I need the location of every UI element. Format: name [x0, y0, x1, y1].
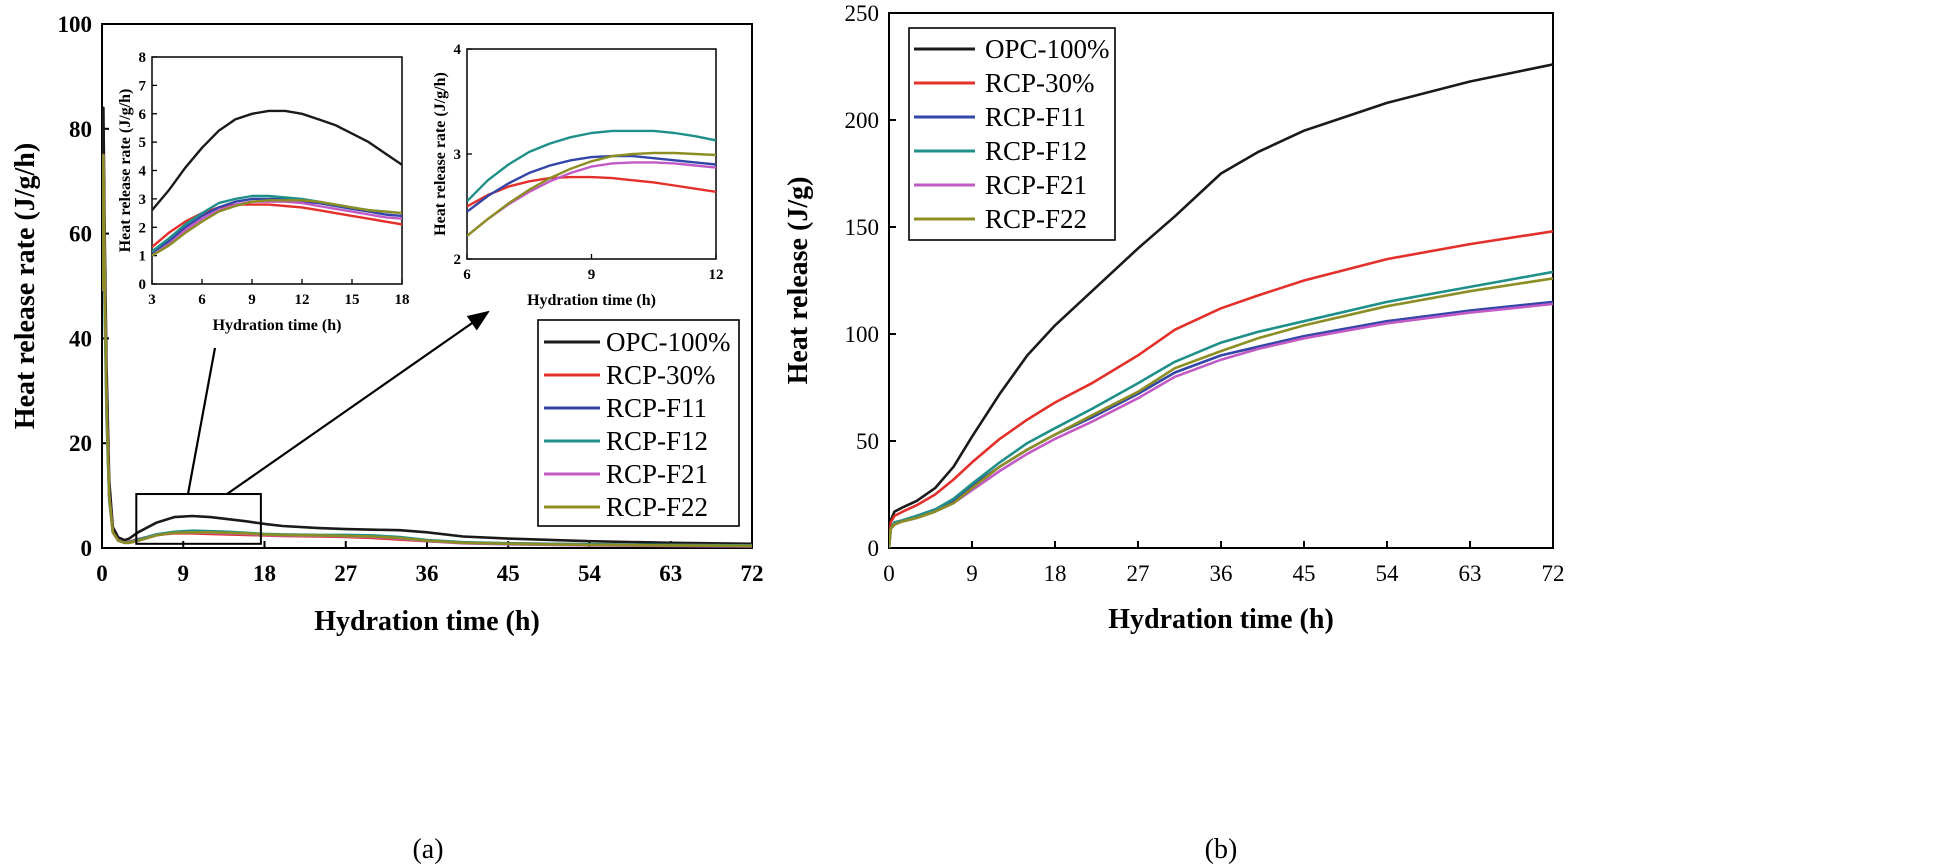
b-x-tick-label: 0 [883, 561, 895, 586]
b-y-tick-label: 150 [845, 215, 880, 240]
inset2-x-tick-label: 6 [463, 267, 471, 283]
inset2-series-line-rcp-30pct [467, 175, 716, 208]
inset-2: 6 9 12 2 3 4 Hydration time (h) Heat release ra… [418, 38, 736, 309]
b-y-tick-label: 0 [868, 536, 880, 561]
b-x-tick-label: 45 [1293, 561, 1316, 586]
b-x-tick-label: 27 [1127, 561, 1150, 586]
a-y-axis-label: Heat release rate (J/g/h) [10, 143, 41, 429]
a-x-tick-label: 9 [178, 561, 190, 586]
a-y-tick-label: 20 [69, 431, 92, 456]
b-legend-label: RCP-F22 [985, 204, 1087, 234]
inset1-series-line-rcp-f11 [152, 197, 402, 254]
panel-b: 0 9 18 27 36 45 54 63 72 0 50 100 150 200 250 Hydration… [783, 1, 1565, 635]
a-legend-label: OPC-100% [606, 327, 731, 357]
b-x-axis-label: Hydration time (h) [1108, 604, 1334, 635]
inset1-x-tick-label: 12 [295, 292, 310, 308]
inset2-series-line-rcp-f22 [467, 151, 716, 237]
a-x-tick-label: 36 [416, 561, 439, 586]
b-y-axis-label: Heat release (J/g) [783, 177, 814, 385]
a-y-tick-label: 100 [58, 12, 93, 37]
panel-b-label: (b) [1205, 834, 1238, 865]
b-x-tick-label: 9 [966, 561, 978, 586]
b-y-tick-label: 250 [845, 1, 880, 26]
inset-2-background [418, 38, 736, 308]
inset1-series-line-rcp-f21 [152, 200, 402, 257]
inset1-x-tick-label: 9 [248, 292, 256, 308]
b-x-tick-label: 36 [1210, 561, 1233, 586]
inset2-y-tick-label: 2 [454, 252, 462, 268]
b-legend-label: OPC-100% [985, 34, 1110, 64]
b-x-tick-label: 72 [1542, 561, 1565, 586]
inset2-x-axis-label: Hydration time (h) [527, 292, 656, 309]
a-x-tick-label: 0 [96, 561, 108, 586]
a-x-tick-label: 27 [334, 561, 357, 586]
b-x-tick-label: 18 [1044, 561, 1067, 586]
b-series-line-opc-100pct [889, 63, 1553, 548]
b-legend-label: RCP-30% [985, 68, 1095, 98]
inset1-y-axis-label: Heat release rate (J/g/h) [117, 89, 134, 253]
a-x-tick-label: 45 [497, 561, 520, 586]
inset2-series-line-rcp-f12 [467, 129, 716, 203]
zoom-arrow-2 [226, 310, 490, 495]
inset2-y-axis-label: Heat release rate (J/g/h) [432, 72, 449, 236]
a-legend-label: RCP-F21 [606, 459, 708, 489]
inset1-y-tick-label: 6 [139, 107, 147, 123]
b-y-tick-label: 50 [856, 429, 879, 454]
a-y-tick-label: 0 [81, 536, 93, 561]
b-series-line-rcp-f11 [889, 300, 1553, 548]
a-x-tick-label: 18 [253, 561, 276, 586]
inset2-y-tick-label: 3 [454, 147, 462, 163]
inset1-y-tick-label: 2 [139, 220, 147, 236]
inset1-x-axis-label: Hydration time (h) [213, 317, 342, 334]
inset1-y-tick-label: 4 [139, 164, 147, 180]
a-x-tick-label: 72 [741, 561, 764, 586]
inset1-y-tick-label: 3 [139, 192, 147, 208]
panel-a-label: (a) [412, 834, 443, 865]
b-legend-label: RCP-F11 [985, 102, 1086, 132]
a-legend-box [537, 319, 740, 527]
b-y-tick-label: 200 [845, 108, 880, 133]
a-y-tick-label: 60 [69, 222, 92, 247]
b-legend-box [908, 27, 1116, 241]
inset1-y-tick-label: 1 [139, 249, 147, 265]
inset1-series-line-opc-100pct [152, 109, 402, 211]
a-legend-label: RCP-F11 [606, 393, 707, 423]
b-series-line-rcp-f21 [889, 302, 1553, 548]
inset1-y-tick-label: 8 [139, 50, 147, 66]
zoom-box [135, 493, 262, 545]
inset-1-background [112, 38, 412, 348]
a-x-axis-label: Hydration time (h) [314, 606, 540, 637]
inset1-y-tick-label: 5 [139, 135, 147, 151]
inset1-x-tick-label: 18 [395, 292, 410, 308]
a-legend-label: RCP-F22 [606, 492, 708, 522]
inset2-x-tick-label: 9 [588, 267, 596, 283]
inset1-y-tick-label: 7 [139, 78, 147, 94]
a-x-tick-label: 54 [578, 561, 602, 586]
inset1-y-tick-label: 0 [139, 277, 147, 293]
inset1-x-tick-label: 3 [148, 292, 156, 308]
a-x-tick-label: 63 [659, 561, 682, 586]
b-legend-label: RCP-F12 [985, 136, 1087, 166]
inset1-x-tick-label: 15 [345, 292, 360, 308]
a-y-tick-label: 80 [69, 117, 92, 142]
a-legend-label: RCP-30% [606, 360, 716, 390]
b-y-tick-label: 100 [845, 322, 880, 347]
b-x-tick-label: 54 [1376, 561, 1400, 586]
inset1-series-line-rcp-f22 [152, 199, 402, 257]
b-series-line-rcp-30pct [889, 230, 1553, 548]
a-y-tick-label: 40 [69, 326, 92, 351]
a-series-line-rcp-f22 [102, 153, 752, 548]
b-legend-label: RCP-F21 [985, 170, 1087, 200]
inset2-x-tick-label: 12 [709, 267, 724, 283]
inset2-series-line-rcp-f11 [467, 154, 716, 213]
inset2-y-tick-label: 4 [454, 42, 462, 58]
b-series-line-rcp-f22 [889, 277, 1553, 548]
a-legend-label: RCP-F12 [606, 426, 708, 456]
b-x-tick-label: 63 [1459, 561, 1482, 586]
inset1-x-tick-label: 6 [198, 292, 206, 308]
